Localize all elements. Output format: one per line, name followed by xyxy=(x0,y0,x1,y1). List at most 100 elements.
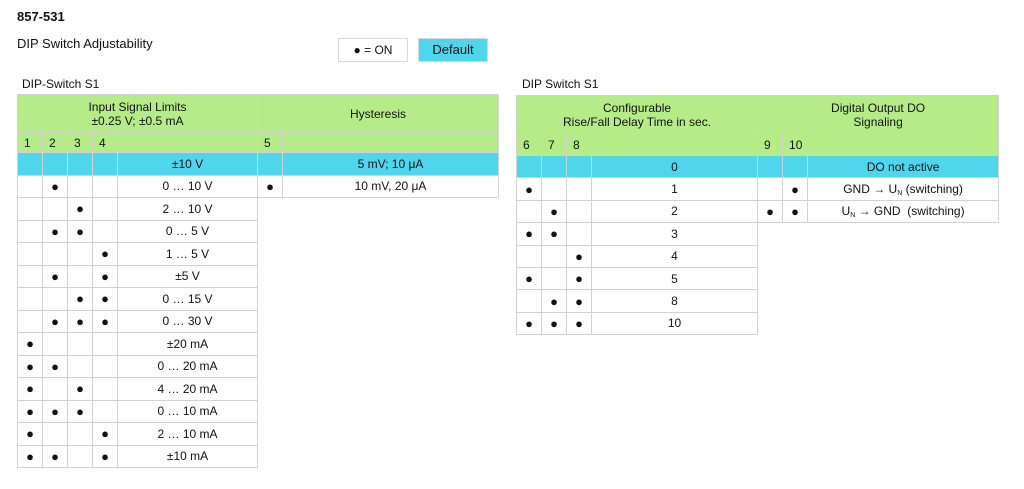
switch-number: 5 xyxy=(257,132,283,153)
do-subscript: N xyxy=(897,189,903,197)
switch-number-empty xyxy=(807,133,1000,156)
input-range-value: 2 … 10 V xyxy=(117,197,258,221)
empty-cell xyxy=(758,290,999,312)
switch-number: 9 xyxy=(757,133,784,156)
empty-cell xyxy=(758,245,999,267)
switch-number: 2 xyxy=(42,132,68,153)
switch-state-cell xyxy=(516,289,542,313)
switch-state-cell xyxy=(42,377,68,401)
switch-state-cell: ● xyxy=(42,309,68,333)
delay-time-value: 1 xyxy=(590,177,759,201)
delay-time-value: 10 xyxy=(590,311,759,336)
do-text-suffix: → GND (switching) xyxy=(855,203,965,218)
switch-state-cell: ● xyxy=(541,289,567,313)
switch-state-cell xyxy=(541,244,567,268)
empty-cell xyxy=(258,220,499,243)
table-row: ● ● ● 0 … 10 mA xyxy=(17,399,499,423)
switch-state-cell xyxy=(17,174,43,198)
switch-state-cell xyxy=(67,354,93,378)
switch-state-cell: ● xyxy=(67,197,93,221)
switch-state-cell xyxy=(92,332,118,356)
table-row: ● ● 0 … 5 V xyxy=(17,219,499,243)
table2: Configurable Rise/Fall Delay Time in sec… xyxy=(515,95,1000,336)
table1-group-hysteresis: Hysteresis xyxy=(256,94,500,133)
switch-state-cell xyxy=(42,287,68,311)
table-row: ● ● 8 xyxy=(516,289,999,313)
switch-number-empty xyxy=(117,132,258,153)
table1-group-input-line2: ±0.25 V; ±0.5 mA xyxy=(91,113,184,128)
delay-time-value: 8 xyxy=(590,289,759,313)
switch-state-cell xyxy=(782,154,809,179)
delay-time-value: 3 xyxy=(590,222,759,246)
empty-cell xyxy=(258,400,499,423)
table-row: ● ● 2 … 10 mA xyxy=(17,422,499,446)
switch-state-cell xyxy=(17,309,43,333)
do-subscript: N xyxy=(850,211,856,219)
switch-state-cell xyxy=(757,177,784,201)
switch-state-cell: ● xyxy=(257,174,283,198)
table2-label: DIP Switch S1 xyxy=(522,77,599,91)
empty-cell xyxy=(758,312,999,334)
switch-state-cell: ● xyxy=(757,199,784,224)
switch-state-cell xyxy=(92,354,118,378)
switch-state-cell xyxy=(566,199,592,224)
table-row: ● 0 … 10 V ● 10 mV, 20 μA xyxy=(17,174,500,198)
empty-cell xyxy=(258,243,499,266)
switch-state-cell: ● xyxy=(17,422,43,446)
switch-state-cell xyxy=(42,422,68,446)
table1-group-input: Input Signal Limits ±0.25 V; ±0.5 mA xyxy=(17,94,258,133)
delay-time-value: 2 xyxy=(590,199,759,224)
switch-state-cell: ● xyxy=(42,444,68,468)
switch-state-cell xyxy=(516,244,542,268)
switch-state-cell: ● xyxy=(67,399,93,423)
table1-group-input-line1: Input Signal Limits xyxy=(88,99,187,114)
empty-cell xyxy=(258,198,499,221)
switch-state-cell xyxy=(67,174,93,198)
product-code: 857-531 xyxy=(17,9,65,24)
table-row: ● ● ● 0 … 30 V xyxy=(17,309,499,333)
switch-state-cell: ● xyxy=(566,289,592,313)
switch-state-cell xyxy=(92,197,118,221)
table1: Input Signal Limits ±0.25 V; ±0.5 mA Hys… xyxy=(17,94,500,468)
switch-state-cell xyxy=(566,222,592,246)
table-row: ● 2 … 10 V xyxy=(17,197,499,221)
table-row: ● 4 xyxy=(516,244,999,268)
input-range-value: 0 … 15 V xyxy=(117,287,258,311)
switch-number: 6 xyxy=(516,133,542,156)
input-range-value: 0 … 10 V xyxy=(117,174,258,198)
switch-state-cell xyxy=(92,399,118,423)
switch-state-cell: ● xyxy=(42,219,68,243)
table2-group-delay: Configurable Rise/Fall Delay Time in sec… xyxy=(515,95,759,134)
switch-number: 7 xyxy=(541,133,567,156)
switch-state-cell xyxy=(92,152,118,176)
switch-state-cell: ● xyxy=(42,399,68,423)
switch-state-cell: ● xyxy=(42,264,68,288)
switch-state-cell: ● xyxy=(17,332,43,356)
switch-number: 1 xyxy=(17,132,43,153)
switch-state-cell xyxy=(67,264,93,288)
delay-time-value: 5 xyxy=(590,266,759,291)
do-text: GND → U xyxy=(843,181,898,196)
input-range-value: 1 … 5 V xyxy=(117,242,258,266)
switch-state-cell xyxy=(67,242,93,266)
hysteresis-value: 5 mV; 10 μA xyxy=(281,152,500,176)
table-row: ● 1 ● GND → UN (switching) xyxy=(516,177,1000,201)
empty-cell xyxy=(258,310,499,333)
switch-state-cell: ● xyxy=(92,444,118,468)
switch-state-cell: ● xyxy=(541,311,567,336)
table-row: 0 DO not active xyxy=(516,154,1000,179)
switch-state-cell xyxy=(757,154,784,179)
switch-state-cell: ● xyxy=(566,266,592,291)
table2-group-do-line2: Signaling xyxy=(853,114,903,129)
switch-number: 3 xyxy=(67,132,93,153)
table2-group-delay-line2: Rise/Fall Delay Time in sec. xyxy=(563,114,712,129)
empty-cell xyxy=(258,265,499,288)
switch-number-empty xyxy=(590,133,759,156)
switch-state-cell xyxy=(541,266,567,291)
switch-state-cell xyxy=(42,242,68,266)
switch-state-cell: ● xyxy=(42,354,68,378)
switch-state-cell xyxy=(42,197,68,221)
switch-state-cell: ● xyxy=(92,422,118,446)
do-text-suffix: (switching) xyxy=(902,181,963,196)
legend-on: ● = ON xyxy=(338,38,408,62)
